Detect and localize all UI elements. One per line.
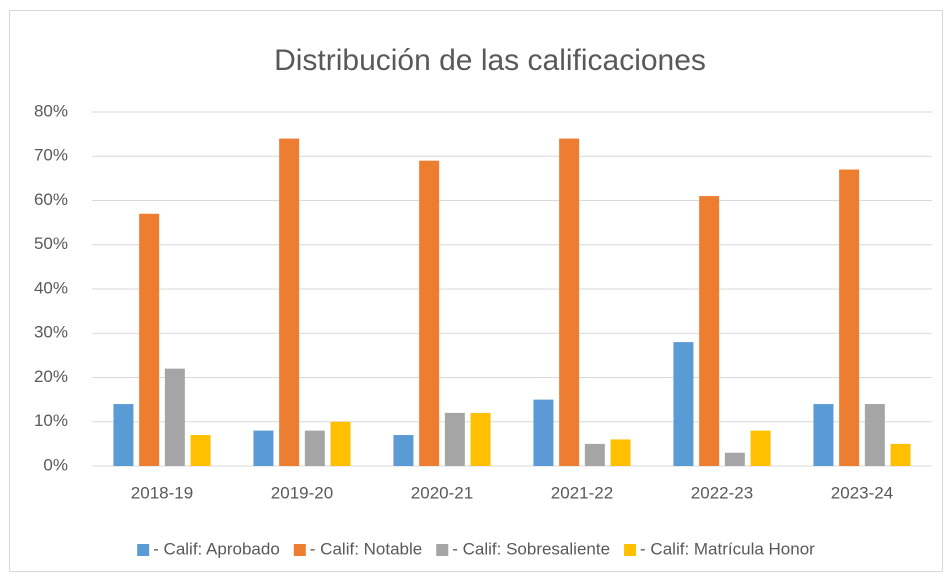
y-tick-label: 30%: [34, 323, 68, 342]
y-tick-label: 40%: [34, 278, 68, 297]
bar: [533, 399, 554, 466]
bar: [253, 430, 274, 466]
x-tick-label: 2021-22: [551, 483, 613, 502]
y-tick-label: 80%: [34, 101, 68, 120]
legend-label: - Calif: Aprobado: [153, 539, 280, 558]
bar: [890, 443, 911, 466]
bar: [610, 439, 631, 466]
bar: [113, 404, 134, 466]
x-tick-label: 2023-24: [831, 483, 893, 502]
y-tick-label: 60%: [34, 190, 68, 209]
bar: [813, 404, 834, 466]
legend-label: - Calif: Matrícula Honor: [640, 539, 815, 558]
y-tick-label: 0%: [43, 455, 68, 474]
bar: [304, 430, 325, 466]
chart-border: [9, 10, 943, 572]
legend-swatch: [436, 544, 449, 556]
bar: [559, 138, 580, 467]
bar: [279, 138, 300, 467]
bar: [839, 169, 860, 466]
x-tick-label: 2019-20: [271, 483, 333, 502]
bar: [444, 412, 465, 466]
bar: [139, 213, 160, 466]
bar: [699, 196, 720, 466]
bar: [393, 435, 414, 466]
legend-label: - Calif: Sobresaliente: [452, 539, 610, 558]
legend-swatch: [293, 544, 306, 556]
bar: [419, 160, 440, 467]
bar: [750, 430, 771, 466]
bar: [190, 435, 211, 466]
y-tick-label: 20%: [34, 367, 68, 386]
legend-swatch: [137, 544, 150, 556]
y-tick-label: 70%: [34, 146, 68, 165]
bar: [864, 404, 885, 466]
chart-title: Distribución de las calificaciones: [274, 44, 706, 77]
x-tick-label: 2022-23: [691, 483, 753, 502]
bar: [164, 368, 185, 466]
bar: [330, 421, 351, 466]
bar: [724, 452, 745, 466]
bar: [673, 342, 694, 466]
bar: [470, 412, 491, 466]
x-tick-label: 2018-19: [131, 483, 193, 502]
x-tick-label: 2020-21: [411, 483, 473, 502]
bar: [584, 443, 605, 466]
y-tick-label: 50%: [34, 234, 68, 253]
legend-swatch: [624, 544, 637, 556]
y-tick-label: 10%: [34, 411, 68, 430]
legend-label: - Calif: Notable: [310, 539, 422, 558]
